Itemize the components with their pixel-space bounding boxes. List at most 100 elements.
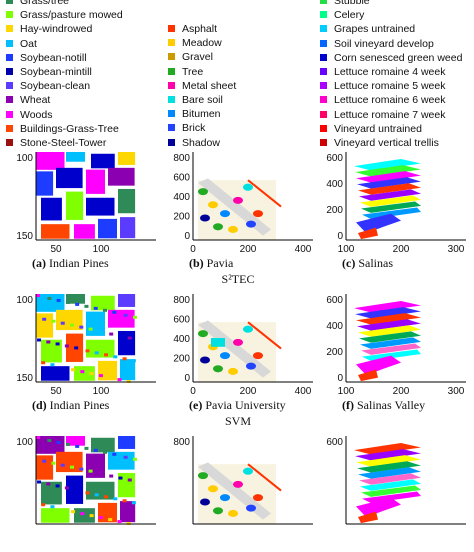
legend-label: Vineyard untrained <box>334 122 422 135</box>
map-image <box>36 436 137 526</box>
legend-label: Tree <box>182 65 204 78</box>
legend-swatch <box>168 96 175 103</box>
map-noise <box>104 353 109 357</box>
legend-label: Soybean-notill <box>20 51 87 64</box>
map-region <box>362 349 421 361</box>
map-region <box>243 325 253 333</box>
x-tick-label: 200 <box>393 386 410 397</box>
map-noise <box>84 446 89 450</box>
map-noise <box>88 469 93 473</box>
map-region <box>354 443 421 455</box>
legend-label: Asphalt <box>182 23 218 35</box>
legend-label: Lettuce romaine 5 week <box>334 80 446 93</box>
map-noise <box>51 461 56 465</box>
map-noise <box>74 346 79 350</box>
map-region <box>355 449 421 461</box>
map-noise <box>71 510 76 514</box>
map-noise <box>118 334 123 338</box>
classification-map-panel: 600 400 200 0 100 200 300 <box>326 294 466 397</box>
map-region <box>200 356 210 364</box>
x-tick-label: 0 <box>190 386 196 397</box>
legend-swatch <box>6 139 13 146</box>
map-region <box>36 313 54 338</box>
legend-swatch <box>6 39 13 47</box>
legend-swatch <box>320 0 327 4</box>
map-noise <box>50 505 55 509</box>
map-region <box>359 189 421 201</box>
map-region <box>228 367 238 375</box>
legend-label: Corn senesced green weed <box>334 51 463 64</box>
map-noise <box>89 372 94 376</box>
map-region <box>220 494 230 502</box>
map-region <box>208 485 218 493</box>
y-tick-label: 200 <box>173 212 190 223</box>
map-noise <box>104 495 109 499</box>
map-noise <box>122 357 127 361</box>
map-noise <box>84 304 89 308</box>
map-noise <box>109 332 114 336</box>
map-region <box>36 171 54 196</box>
legend-swatch <box>168 39 175 47</box>
map-region <box>66 294 85 304</box>
map-region <box>220 352 230 360</box>
map-noise <box>75 444 80 448</box>
panel-letter: (d) <box>32 398 47 412</box>
map-region <box>200 498 210 506</box>
map-region <box>358 183 421 195</box>
map-region <box>356 171 421 183</box>
x-tick-label: 200 <box>240 244 257 255</box>
y-tick-label: 400 <box>326 321 343 332</box>
map-noise <box>79 467 84 471</box>
map-region <box>359 331 421 343</box>
legend-swatch <box>168 138 175 146</box>
map-region <box>356 455 421 467</box>
map-noise <box>46 482 51 486</box>
legend-swatch <box>320 139 327 146</box>
legend-label: Grapes untrained <box>334 23 416 36</box>
map-noise <box>118 476 123 480</box>
legend-swatch <box>6 0 13 4</box>
map-region <box>86 453 105 478</box>
map-region <box>98 502 117 523</box>
map-noise <box>56 440 61 444</box>
legend-label: Bare soil <box>182 94 223 106</box>
map-region <box>358 325 421 337</box>
map-region <box>243 183 253 191</box>
map-image <box>354 443 421 524</box>
panel-name: Salinas Valley <box>354 398 426 412</box>
map-noise <box>56 298 61 302</box>
x-tick-label: 100 <box>93 244 110 255</box>
map-region <box>56 451 83 473</box>
panel-name: Pavia <box>203 256 234 270</box>
y-tick-label: 0 <box>337 231 343 242</box>
legend-label: Wheat <box>20 94 51 107</box>
x-tick-label: 50 <box>50 386 62 397</box>
y-tick-label: 0 <box>337 373 343 384</box>
map-image <box>198 178 282 240</box>
map-noise <box>88 327 93 331</box>
map-noise <box>112 452 117 456</box>
y-tick-label: 600 <box>326 295 343 306</box>
map-region <box>253 352 263 360</box>
map-region <box>354 301 421 313</box>
map-region <box>66 191 84 220</box>
map-noise <box>42 317 47 321</box>
y-tick-label: 400 <box>173 192 190 203</box>
map-region <box>98 360 117 381</box>
legend-label: Woods <box>20 108 53 121</box>
map-noise <box>41 361 46 365</box>
map-noise <box>55 484 60 488</box>
map-noise <box>98 374 103 378</box>
x-tick-label: 200 <box>393 244 410 255</box>
map-region <box>198 472 208 480</box>
map-region <box>120 359 136 381</box>
map-region <box>357 177 421 189</box>
panel-name: Indian Pines <box>46 398 110 412</box>
y-tick-label: 100 <box>16 153 33 164</box>
map-region <box>198 188 208 196</box>
legend-label: Hay-windrowed <box>20 23 93 36</box>
legend-swatch <box>6 53 13 61</box>
map-noise <box>37 338 42 342</box>
map-noise <box>93 306 98 310</box>
legend-swatch <box>320 82 327 90</box>
